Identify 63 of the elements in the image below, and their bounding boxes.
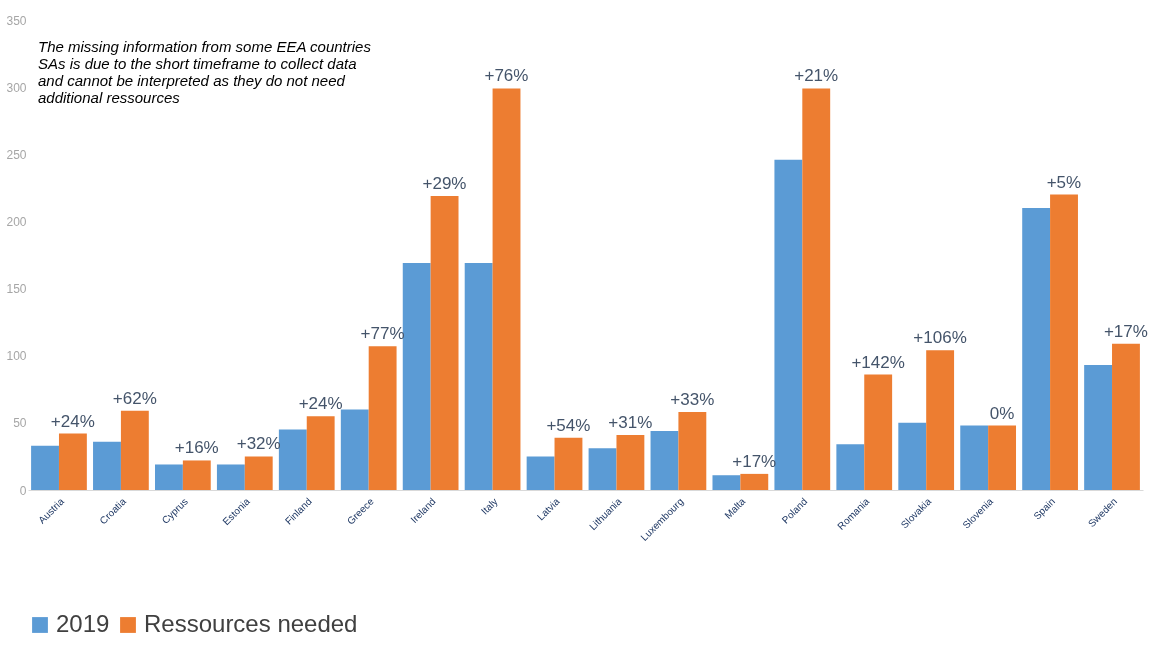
bar (616, 434, 645, 490)
bar (588, 448, 617, 490)
annotation: +29% (422, 173, 467, 193)
annotation: +16% (174, 438, 219, 458)
bar (554, 437, 583, 490)
y-tick-label: 50 (13, 416, 27, 431)
bar (120, 410, 149, 490)
annotation: +31% (608, 412, 653, 432)
y-tick-label: 0 (19, 483, 27, 498)
x-tick-label: Italy (478, 495, 500, 517)
bar (740, 473, 769, 490)
bar (926, 350, 955, 490)
bar (1050, 194, 1078, 490)
bar (988, 425, 1017, 490)
bar (244, 456, 273, 490)
bar (960, 425, 989, 490)
annotation: +142% (851, 352, 905, 372)
annotation: +24% (50, 411, 95, 431)
bar (306, 416, 335, 490)
annotation: +106% (913, 328, 967, 348)
bar (650, 430, 679, 490)
bar (1084, 365, 1113, 490)
annotation: 0% (989, 403, 1015, 423)
bar (182, 460, 211, 490)
y-tick-label: 100 (6, 349, 27, 364)
y-tick-label: 200 (6, 214, 27, 229)
y-tick-label: 350 (6, 13, 27, 28)
legend-label: 2019 (56, 610, 110, 637)
bar (154, 464, 183, 490)
bar (340, 409, 369, 490)
bar (1022, 208, 1051, 490)
y-tick-label: 250 (6, 147, 27, 162)
bar (216, 464, 245, 490)
annotation: +24% (298, 394, 343, 414)
annotation: +62% (112, 388, 157, 408)
bar (492, 88, 521, 490)
bar (898, 422, 927, 490)
legend-label: Ressources needed (144, 610, 358, 637)
bar (278, 429, 307, 490)
bar (526, 456, 555, 490)
bar (864, 374, 893, 490)
bar (712, 475, 741, 490)
bar (402, 263, 431, 490)
bar (464, 263, 493, 490)
annotation: +54% (546, 415, 591, 435)
annotation: +33% (670, 390, 715, 410)
bar (58, 433, 87, 490)
bar (31, 445, 59, 490)
bar (368, 346, 397, 490)
bar (802, 88, 831, 490)
annotation: +21% (794, 66, 839, 86)
annotation: +5% (1046, 172, 1082, 192)
bar (774, 159, 803, 490)
y-tick-label: 300 (6, 80, 27, 95)
annotation: +76% (484, 66, 529, 86)
bar (1112, 343, 1140, 490)
bar (678, 412, 707, 490)
bar (430, 195, 459, 490)
annotation: The missing information from some EEA countries SAs is due to the short timeframe to collect data and cannot be interpreted as they do not need additional ressources (38, 38, 372, 106)
annotation: +17% (1103, 321, 1148, 341)
bar (93, 441, 121, 490)
y-tick-label: 150 (6, 282, 27, 297)
bar (836, 444, 865, 490)
